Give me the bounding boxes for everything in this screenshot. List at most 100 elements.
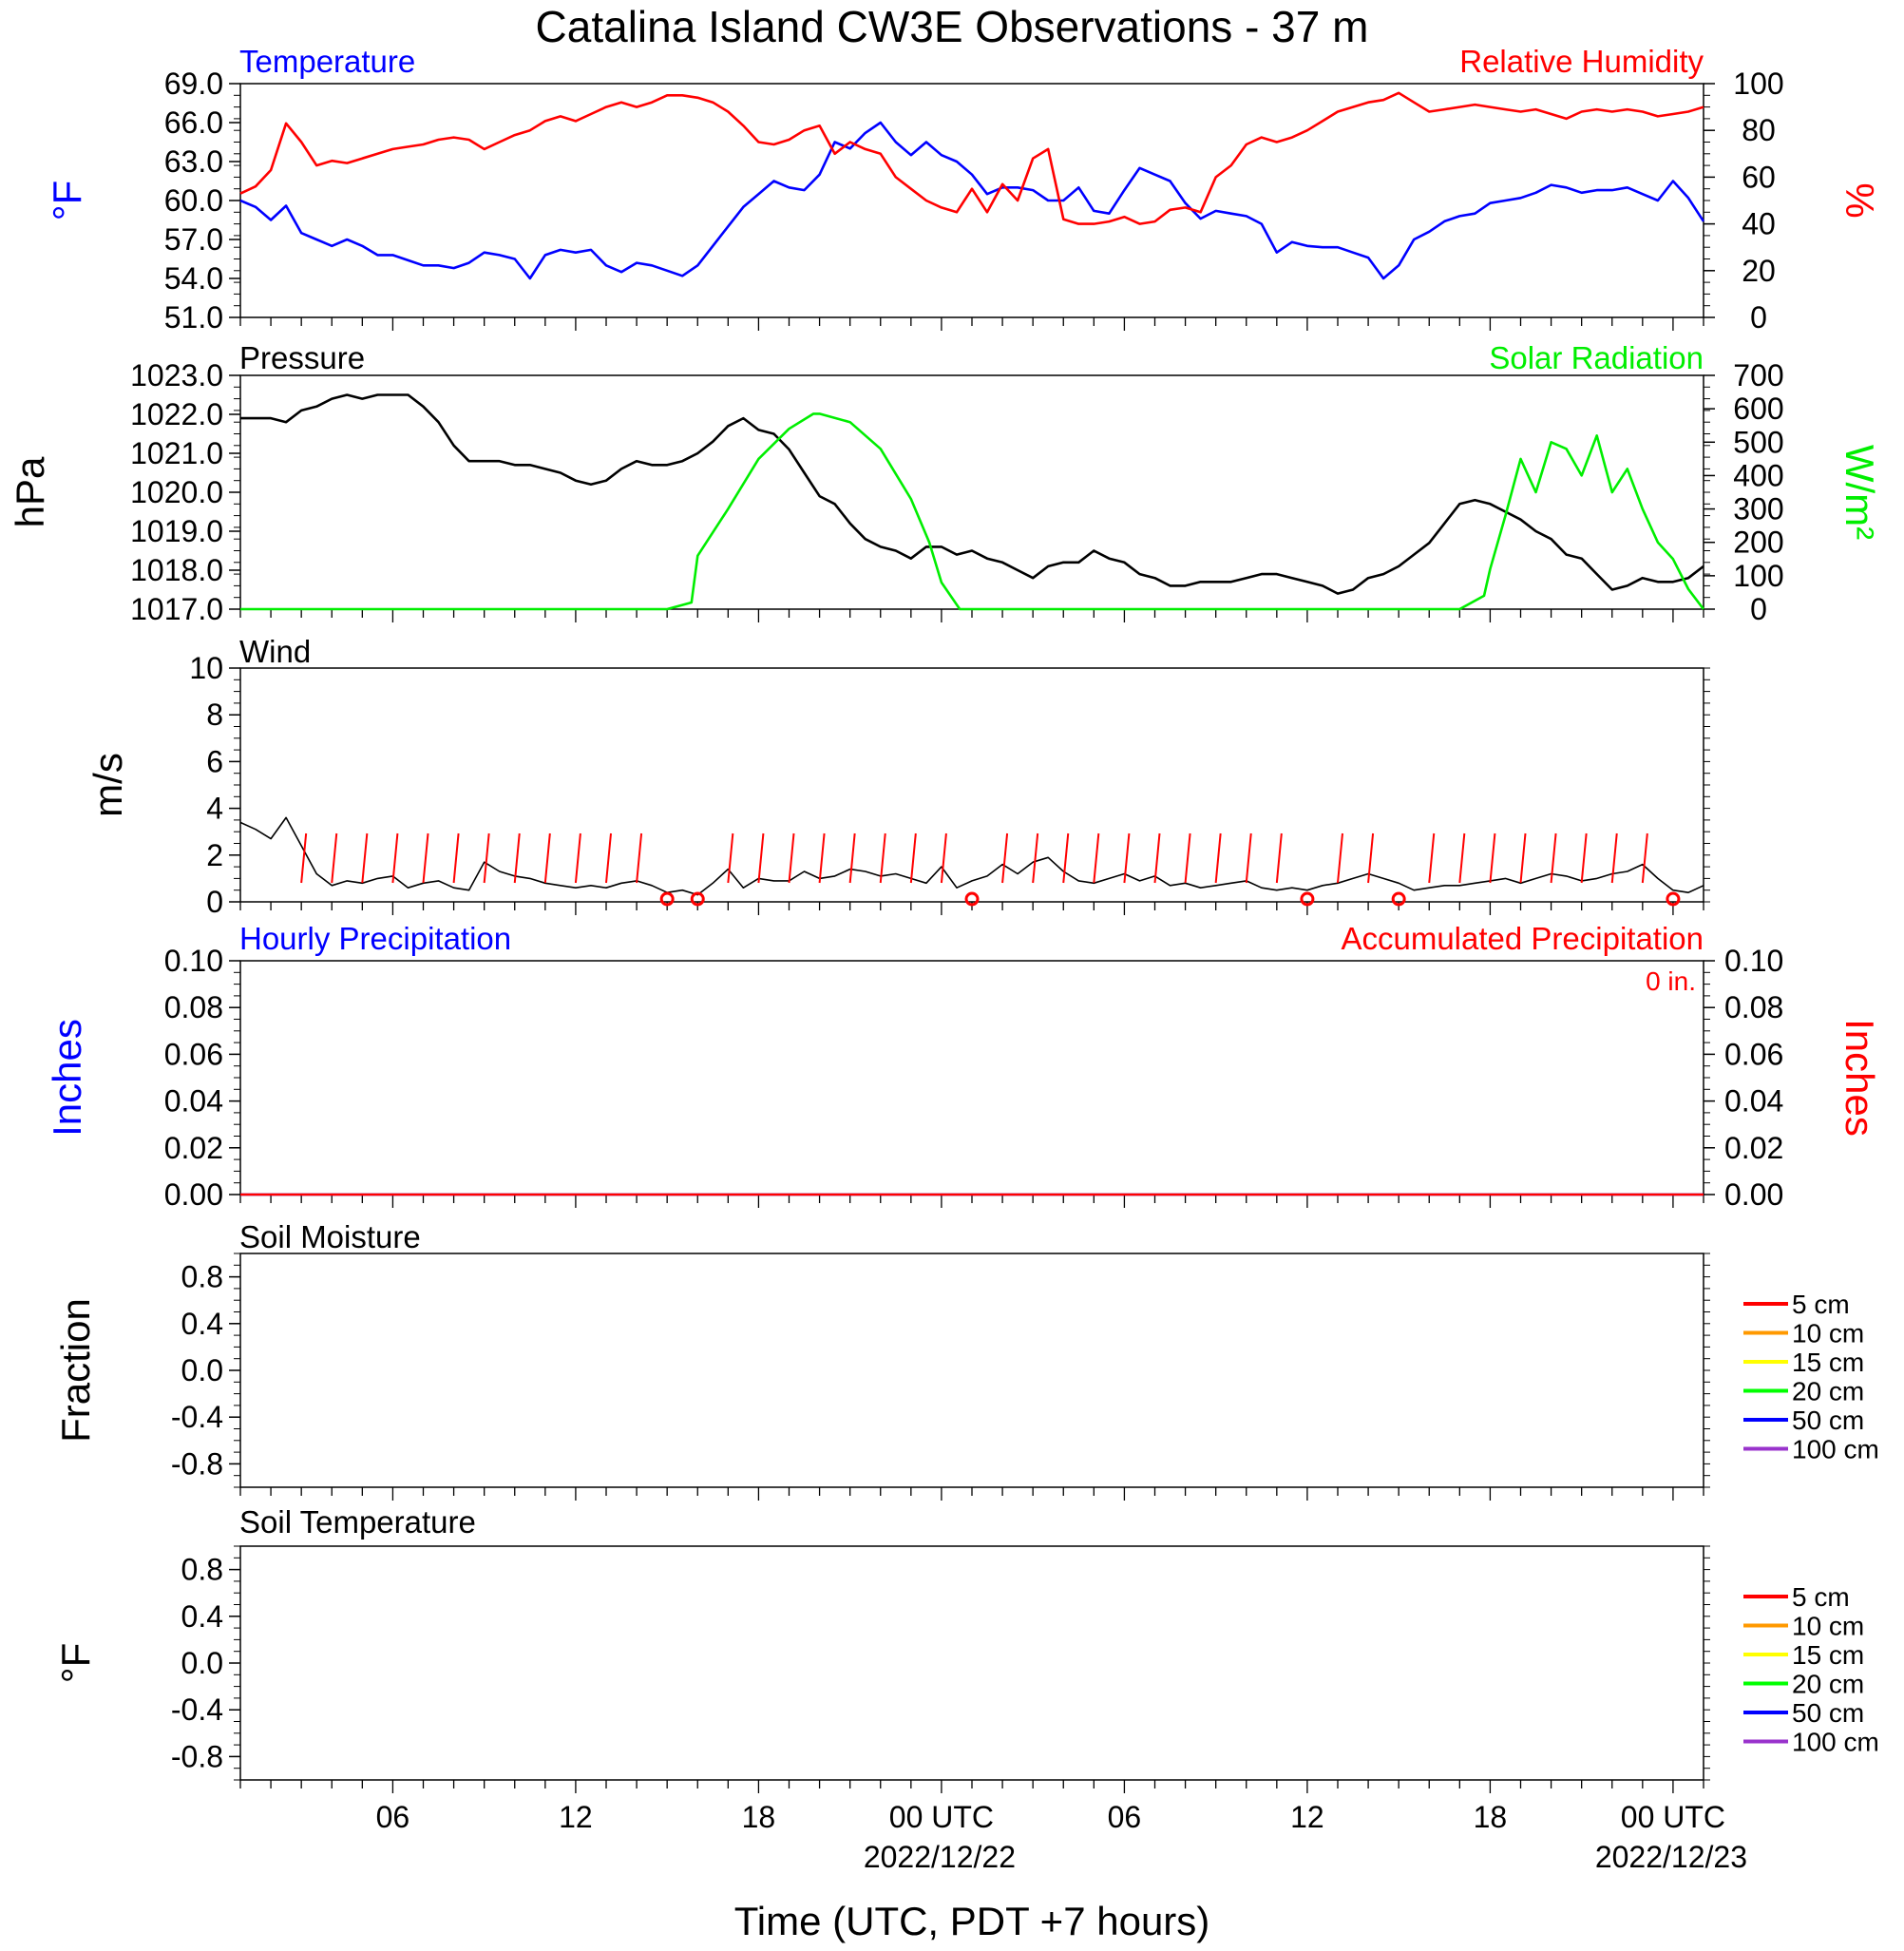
wind-barb (1245, 832, 1252, 884)
wind-barb (1580, 832, 1588, 884)
y-right-tick-label: 500 (1733, 425, 1783, 459)
temperature-title: Temperature (239, 44, 415, 79)
y-tick-label: 69.0 (164, 67, 223, 101)
panel-soil-temperature: Soil Temperature °F 0.8 0.4 0.0 -0.4 -0.8 5 … (53, 1504, 1879, 1793)
wind-calm-marker (690, 891, 705, 907)
y-tick-label: 0.4 (181, 1307, 223, 1341)
wind-barb (1001, 832, 1009, 884)
legend-label: 100 cm (1792, 1435, 1879, 1464)
temperature-unit: °F (45, 181, 89, 220)
y-tick-label: 54.0 (164, 261, 223, 296)
wind-barb (1367, 832, 1375, 884)
y-tick-label: -0.8 (171, 1739, 223, 1773)
series-relative-humidity (239, 91, 1704, 225)
x-tick-label: 00 UTC (889, 1800, 994, 1834)
y-right-tick-label: 0.08 (1724, 990, 1783, 1024)
figure-title: Catalina Island CW3E Observations - 37 m (536, 2, 1369, 51)
wind-barb (513, 832, 521, 884)
y-tick-label: 0.4 (181, 1599, 223, 1634)
x-tick-label: 18 (742, 1800, 776, 1834)
y-tick-label: 1018.0 (130, 553, 223, 587)
x-tick-label: 18 (1474, 1800, 1508, 1834)
y-right-tick-label: 400 (1733, 458, 1783, 492)
y-right-tick-label: 80 (1742, 113, 1776, 147)
y-tick-label: 1023.0 (130, 358, 223, 392)
wind-barb (331, 832, 338, 884)
x-axis: 06 12 18 00 UTC 2022/12/22 06 12 18 00 UTC 2022/1… (376, 1800, 1747, 1874)
x-tick-label: 00 UTC (1621, 1800, 1725, 1834)
wind-barb (483, 832, 490, 884)
y-tick-label: -0.4 (171, 1400, 223, 1434)
wind-barb (1032, 832, 1039, 884)
wind-barb (391, 832, 399, 884)
accum-precip-unit: Inches (1837, 1019, 1882, 1137)
pressure-unit: hPa (8, 456, 52, 527)
wind-barb (574, 832, 581, 884)
wind-barb (909, 832, 917, 884)
series-pressure (240, 393, 1704, 595)
legend-label: 20 cm (1792, 1377, 1864, 1406)
x-date-label: 2022/12/22 (864, 1840, 1016, 1874)
wind-barb (1093, 832, 1100, 884)
series-temperature (239, 121, 1705, 280)
y-tick-label: -0.4 (171, 1693, 223, 1727)
wind-calm-marker (1391, 891, 1406, 907)
wind-title: Wind (239, 634, 311, 669)
wind-barb (543, 832, 551, 884)
wind-barb (361, 832, 369, 884)
y-right-tick-label: 0.04 (1724, 1084, 1783, 1119)
y-tick-label: -0.8 (171, 1446, 223, 1481)
y-tick-label: 10 (189, 651, 223, 685)
series-solar-radiation (240, 412, 1705, 611)
soil-moisture-title: Soil Moisture (239, 1219, 421, 1254)
wind-barb (879, 832, 886, 884)
hourly-precip-title: Hourly Precipitation (239, 921, 511, 956)
y-tick-label: 0.8 (181, 1260, 223, 1294)
x-tick-label: 12 (1290, 1800, 1324, 1834)
wind-barb (422, 832, 429, 884)
y-tick-label: 1020.0 (130, 475, 223, 509)
y-tick-label: 4 (206, 792, 223, 826)
wind-barb (848, 832, 856, 884)
y-tick-label: 0.0 (181, 1353, 223, 1387)
wind-barb (1458, 832, 1466, 884)
legend-label: 15 cm (1792, 1640, 1864, 1670)
wind-barb (1214, 832, 1222, 884)
y-tick-label: 66.0 (164, 105, 223, 140)
legend-label: 5 cm (1792, 1582, 1850, 1612)
accum-precip-total: 0 in. (1646, 966, 1696, 996)
wind-unit: m/s (86, 753, 130, 817)
wind-barb (1337, 832, 1343, 884)
soil-moisture-unit: Fraction (53, 1298, 98, 1443)
wind-calm-marker (1666, 891, 1681, 907)
wind-barb (1428, 832, 1436, 884)
y-tick-label: 51.0 (164, 300, 223, 335)
legend-label: 15 cm (1792, 1348, 1864, 1377)
y-right-tick-label: 100 (1733, 559, 1783, 593)
y-right-tick-label: 0 (1750, 592, 1767, 626)
y-right-tick-label: 0.02 (1724, 1131, 1783, 1165)
wind-barb (452, 832, 460, 884)
wind-calm-marker (659, 891, 675, 907)
legend-label: 50 cm (1792, 1406, 1864, 1435)
y-right-tick-label: 0 (1750, 300, 1767, 335)
wind-barb (1062, 832, 1070, 884)
y-tick-label: 60.0 (164, 183, 223, 218)
x-tick-label: 12 (559, 1800, 593, 1834)
wind-barb (818, 832, 826, 884)
panel-precipitation: Hourly Precipitation Accumulated Precipi… (45, 921, 1882, 1212)
soil-temperature-unit: °F (53, 1643, 98, 1683)
wind-barb (1153, 832, 1161, 884)
y-tick-label: 0.06 (164, 1037, 223, 1071)
y-tick-label: 8 (206, 698, 223, 732)
y-right-tick-label: 0.06 (1724, 1037, 1783, 1071)
solar-unit: W/m² (1837, 445, 1882, 540)
y-tick-label: 0.0 (181, 1646, 223, 1680)
humidity-unit: % (1837, 182, 1882, 218)
x-tick-label: 06 (1108, 1800, 1142, 1834)
y-tick-label: 1021.0 (130, 436, 223, 470)
y-tick-label: 6 (206, 744, 223, 778)
wind-barb (727, 832, 734, 884)
y-tick-label: 63.0 (164, 144, 223, 179)
